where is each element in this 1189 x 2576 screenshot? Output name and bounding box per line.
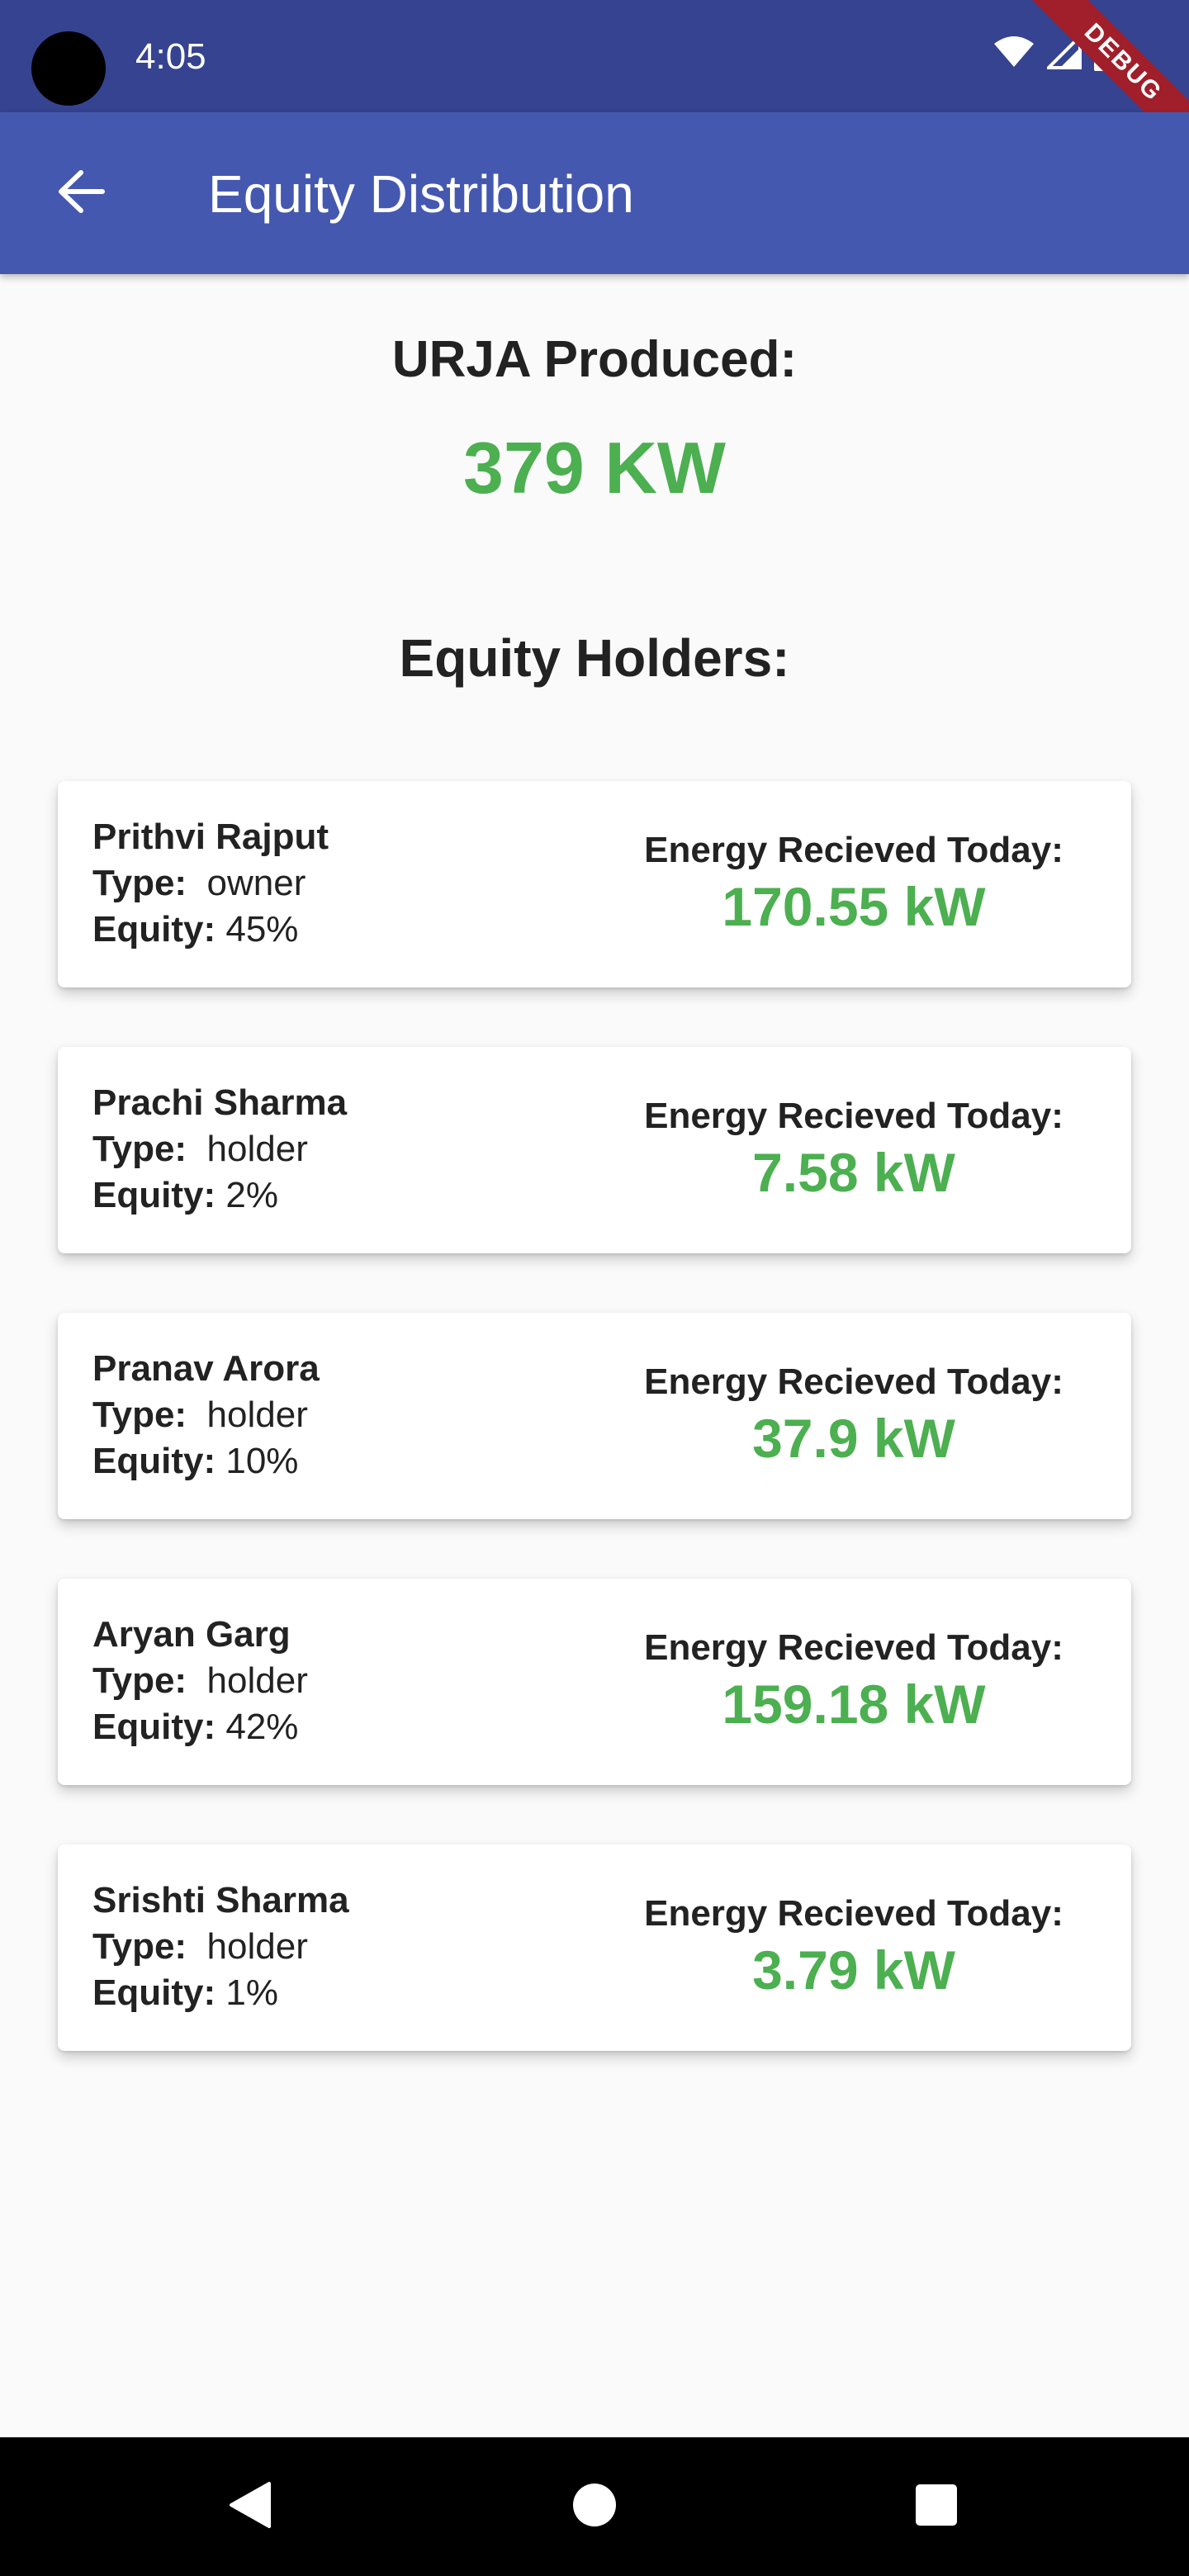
holder-type-row: Type: holder: [92, 1392, 320, 1438]
recents-square-icon: [914, 2483, 959, 2531]
type-label: Type:: [92, 1395, 187, 1435]
signal-icon: [1045, 32, 1082, 73]
equity-label: Equity:: [92, 909, 216, 949]
energy-info: Energy Recieved Today: 159.18 kW: [623, 1625, 1085, 1737]
holder-card[interactable]: Aryan Garg Type: holder Equity: 42% Ener…: [58, 1579, 1131, 1785]
holder-equity: 42%: [225, 1707, 299, 1747]
holder-equity: 10%: [225, 1441, 299, 1481]
holder-type: owner: [206, 863, 306, 903]
holder-name: Prithvi Rajput: [92, 817, 329, 857]
energy-label: Energy Recieved Today:: [644, 830, 1063, 870]
holder-equity-row: Equity: 42%: [92, 1704, 308, 1750]
holder-equity: 1%: [225, 1972, 278, 2013]
nav-back-button[interactable]: [208, 2465, 291, 2548]
holder-type-row: Type: holder: [92, 1658, 308, 1704]
energy-info: Energy Recieved Today: 170.55 kW: [623, 827, 1085, 940]
equity-label: Equity:: [92, 1972, 216, 2013]
holder-name: Pranav Arora: [92, 1348, 320, 1389]
urja-produced-label: URJA Produced:: [391, 331, 798, 388]
holder-name: Aryan Garg: [92, 1614, 291, 1655]
status-bar: 4:05 DEBUG: [0, 0, 1189, 165]
holder-card[interactable]: Prachi Sharma Type: holder Equity: 2% En…: [58, 1047, 1131, 1253]
back-button[interactable]: [40, 152, 122, 234]
equity-label: Equity:: [92, 1707, 216, 1747]
holder-card[interactable]: Srishti Sharma Type: holder Equity: 1% E…: [58, 1844, 1131, 2051]
holder-equity-row: Equity: 2%: [92, 1172, 347, 1219]
holder-card[interactable]: Pranav Arora Type: holder Equity: 10% En…: [58, 1313, 1131, 1519]
holder-type: holder: [206, 1926, 308, 1967]
holder-equity: 2%: [225, 1175, 278, 1215]
holder-type: holder: [206, 1395, 308, 1435]
type-label: Type:: [92, 1129, 187, 1169]
energy-value: 170.55 kW: [722, 876, 986, 937]
status-icons: [992, 32, 1115, 75]
energy-label: Energy Recieved Today:: [644, 1893, 1063, 1934]
holder-type: holder: [206, 1129, 308, 1169]
urja-produced-value: 379 KW: [463, 427, 726, 509]
holder-type-row: Type: owner: [92, 860, 329, 907]
holder-equity-row: Equity: 45%: [92, 907, 329, 953]
system-nav-bar: [0, 2437, 1189, 2576]
energy-info: Energy Recieved Today: 7.58 kW: [623, 1093, 1085, 1205]
holder-equity-row: Equity: 10%: [92, 1438, 320, 1485]
type-label: Type:: [92, 863, 187, 903]
energy-label: Energy Recieved Today:: [644, 1096, 1063, 1136]
status-time: 4:05: [135, 36, 206, 77]
holder-name: Srishti Sharma: [92, 1880, 349, 1920]
holder-name: Prachi Sharma: [92, 1082, 348, 1123]
holder-type-row: Type: holder: [92, 1126, 347, 1172]
type-label: Type:: [92, 1660, 187, 1701]
holder-info: Pranav Arora Type: holder Equity: 10%: [92, 1346, 320, 1485]
home-circle-icon: [571, 2482, 618, 2532]
holder-info: Prithvi Rajput Type: owner Equity: 45%: [92, 814, 329, 953]
holder-card[interactable]: Prithvi Rajput Type: owner Equity: 45% E…: [58, 781, 1131, 987]
energy-value: 7.58 kW: [752, 1142, 955, 1203]
energy-value: 159.18 kW: [722, 1674, 986, 1735]
battery-icon: [1093, 33, 1115, 75]
app-bar: Equity Distribution: [0, 112, 1189, 274]
energy-label: Energy Recieved Today:: [644, 1627, 1063, 1668]
holder-equity-row: Equity: 1%: [92, 1970, 349, 2016]
wifi-icon: [992, 36, 1035, 73]
energy-info: Energy Recieved Today: 3.79 kW: [623, 1891, 1085, 2003]
holder-type: holder: [206, 1660, 308, 1701]
holder-info: Aryan Garg Type: holder Equity: 42%: [92, 1612, 308, 1750]
energy-info: Energy Recieved Today: 37.9 kW: [623, 1359, 1085, 1471]
arrow-back-icon: [56, 168, 106, 219]
energy-label: Energy Recieved Today:: [644, 1361, 1063, 1402]
equity-label: Equity:: [92, 1175, 216, 1215]
equity-label: Equity:: [92, 1441, 216, 1481]
page-title: Equity Distribution: [208, 164, 634, 224]
holder-equity: 45%: [225, 909, 299, 949]
back-triangle-icon: [226, 2480, 272, 2534]
holder-info: Srishti Sharma Type: holder Equity: 1%: [92, 1878, 349, 2016]
energy-value: 3.79 kW: [752, 1939, 955, 2001]
nav-home-button[interactable]: [553, 2465, 636, 2548]
holder-info: Prachi Sharma Type: holder Equity: 2%: [92, 1080, 347, 1219]
nav-recents-button[interactable]: [895, 2465, 978, 2548]
holder-type-row: Type: holder: [92, 1924, 349, 1970]
camera-cutout: [31, 31, 106, 106]
equity-holders-heading: Equity Holders:: [399, 628, 790, 688]
type-label: Type:: [92, 1926, 187, 1967]
energy-value: 37.9 kW: [752, 1408, 955, 1469]
